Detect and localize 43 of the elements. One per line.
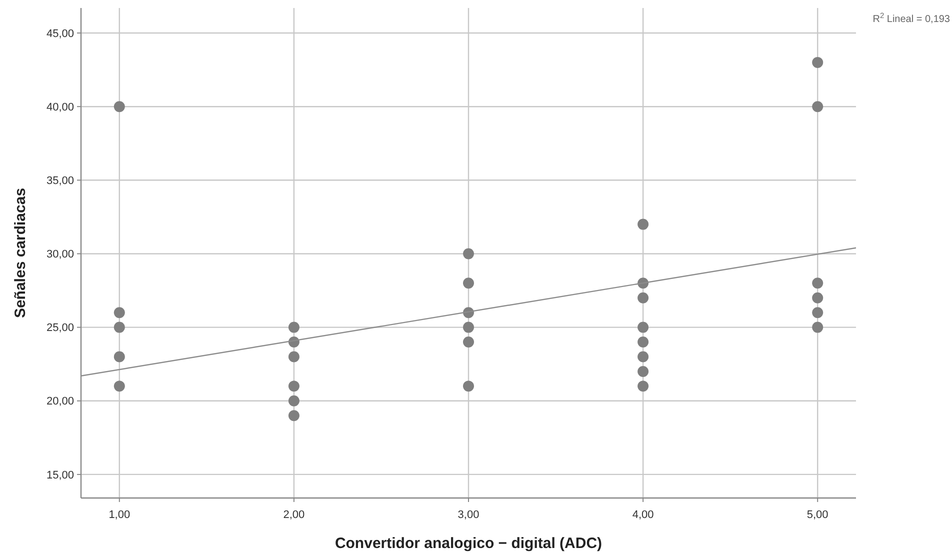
text: R$^{2}$ Lineal = 0,193 [872, 10, 950, 25]
x-tick-label: 1,00 [108, 509, 130, 521]
point [812, 307, 824, 318]
point [114, 322, 125, 333]
point [114, 380, 125, 392]
point [288, 322, 300, 333]
y-tick-label: 45,00 [46, 28, 74, 40]
point [812, 278, 824, 289]
point [288, 395, 300, 406]
point [463, 322, 474, 333]
y-axis-title: Señales cardiacas [12, 188, 29, 318]
point [463, 248, 474, 260]
y-tick-label: 35,00 [46, 175, 74, 188]
point [638, 366, 649, 377]
y-tick-label: 30,00 [46, 248, 74, 261]
point [114, 101, 125, 112]
point [638, 218, 649, 230]
point [114, 307, 125, 318]
x-tick-label: 3,00 [458, 509, 480, 521]
point [638, 322, 649, 333]
point [638, 380, 649, 392]
y-tick-label: 40,00 [46, 101, 74, 114]
point [638, 292, 649, 304]
point [638, 351, 649, 362]
y-tick-label: 25,00 [46, 322, 74, 334]
x-tick-label: 5,00 [806, 509, 828, 521]
point [812, 322, 824, 333]
x-axis-title: Convertidor analogico − digital (ADC) [334, 535, 602, 552]
point [638, 336, 649, 348]
point [288, 380, 300, 392]
point [812, 56, 824, 68]
x-tick-label: 4,00 [632, 509, 654, 521]
point [812, 101, 824, 112]
point [463, 380, 474, 392]
point [463, 336, 474, 348]
x-tick-label: 2,00 [283, 509, 305, 521]
point [288, 351, 300, 362]
point [114, 351, 125, 362]
point [812, 292, 824, 304]
y-tick-label: 20,00 [46, 396, 74, 408]
y-tick-label: 15,00 [46, 469, 74, 482]
point [288, 410, 300, 422]
point [463, 278, 474, 289]
